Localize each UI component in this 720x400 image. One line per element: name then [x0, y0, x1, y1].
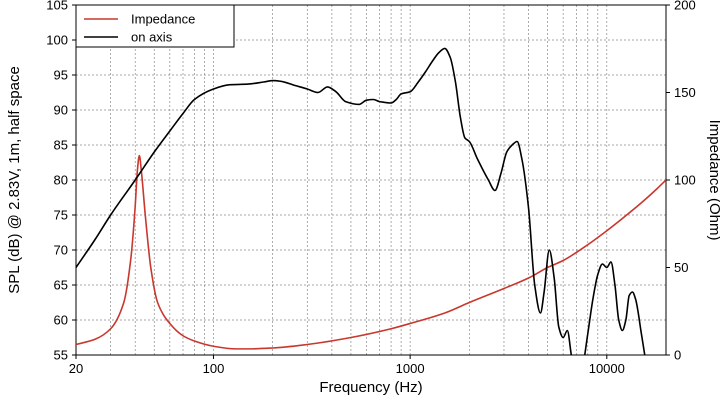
x-axis-title: Frequency (Hz)	[319, 379, 422, 396]
y-tick-label: 55	[54, 348, 68, 363]
y2-tick-label: 200	[674, 0, 696, 13]
y-tick-label: 105	[46, 0, 68, 13]
legend-label-on-axis: on axis	[131, 30, 173, 45]
legend-box	[75, 4, 235, 48]
y2-axis-title: Impedance (Ohm)	[706, 120, 720, 241]
y-tick-label: 90	[54, 103, 68, 118]
x-tick-label: 10000	[589, 361, 625, 376]
series-layer	[76, 47, 666, 355]
series-line-impedance	[76, 154, 666, 350]
y-tick-label: 100	[46, 33, 68, 48]
y2-tick-label: 100	[674, 173, 696, 188]
y2-tick-label: 50	[674, 260, 688, 275]
grid-layer	[76, 5, 666, 355]
y-tick-label: 85	[54, 138, 68, 153]
legend-label-impedance: Impedance	[131, 12, 195, 27]
x-tick-label: 100	[203, 361, 225, 376]
y-tick-label: 75	[54, 208, 68, 223]
y-tick-label: 60	[54, 313, 68, 328]
y-tick-label: 80	[54, 173, 68, 188]
y2-tick-label: 0	[674, 348, 681, 363]
x-tick-label: 20	[69, 361, 83, 376]
y-axis-title: SPL (dB) @ 2.83V, 1m, half space	[6, 66, 23, 294]
y-tick-label: 95	[54, 68, 68, 83]
y-tick-label: 65	[54, 278, 68, 293]
x-tick-label: 1000	[396, 361, 425, 376]
y2-tick-label: 150	[674, 85, 696, 100]
series-line-on-axis	[76, 47, 646, 355]
tick-layer: 20 100 1000 10000 55 60 65 70 75 80 85 90 95 100 105 0 5…	[46, 0, 695, 376]
y-tick-label: 70	[54, 243, 68, 258]
legend: Impedance on axis	[75, 4, 235, 48]
